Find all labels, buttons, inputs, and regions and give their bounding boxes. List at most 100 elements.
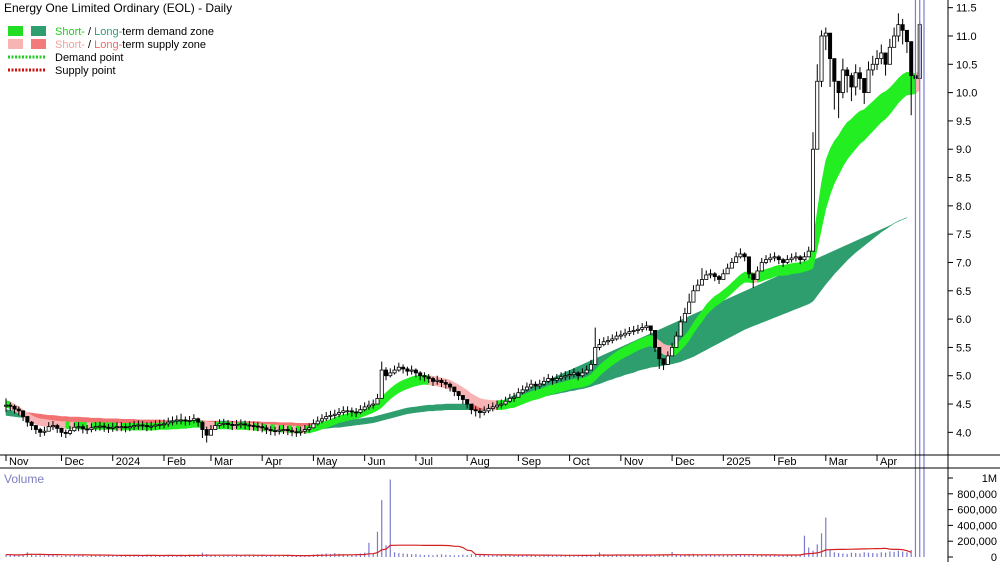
price-bar [516,388,521,398]
price-bar [384,367,389,381]
price-bar [712,272,717,282]
price-bar [717,274,722,284]
price-bar [460,394,465,405]
time-tick-label: Sep [521,456,541,468]
price-bar [704,270,709,280]
price-bar [25,416,30,427]
price-bar [828,32,833,87]
price-bar [234,419,239,429]
price-bar [909,41,914,116]
price-bar [226,419,231,429]
time-tick-label: Jul [419,456,433,468]
price-bar [806,246,811,258]
price-tick-label: 7.5 [956,229,971,241]
volume-tick-label: 400,000 [957,520,997,532]
price-bar [149,421,154,431]
price-bar [4,398,9,412]
price-bar [59,427,64,437]
price-bar [76,422,81,432]
price-bar [533,381,538,391]
price-bar [618,330,623,340]
price-bar [768,253,773,263]
price-bar [751,273,756,288]
price-bar [554,374,559,384]
price-bar [38,427,43,437]
time-tick-label: Mar [829,456,848,468]
price-bar [448,382,453,392]
price-bar [106,423,111,433]
legend-swatch-short [8,39,23,49]
price-bar [499,399,504,409]
time-tick-label: Apr [880,456,897,468]
price-bar [208,424,213,436]
price-bar [379,361,384,399]
price-tick-label: 11.5 [956,3,977,15]
price-bar [853,64,858,96]
legend-label: Short- / Long-term demand zone [55,26,214,38]
price-bar [255,422,260,432]
price-bar [97,421,102,431]
price-bar [196,417,201,427]
price-bar [486,404,491,414]
price-bar [802,252,807,262]
legend-swatch-long [31,26,46,36]
legend-swatch-short [8,26,23,36]
price-bar [670,342,675,357]
legend-item-supply: Short- / Long-term supply zone [8,39,206,51]
price-tick-label: 7.0 [956,257,971,269]
zones-layer [5,69,920,434]
price-bar [653,330,658,352]
price-bar [610,334,615,344]
price-bar [332,409,337,419]
price-bar [866,61,871,93]
price-bar [789,253,794,263]
price-bar [200,421,205,439]
price-bar [495,400,500,410]
price-bar [635,324,640,334]
price-bar [559,372,564,382]
price-bar [337,408,342,418]
price-tick-label: 9.0 [956,144,971,156]
price-bar [46,422,51,432]
price-bar [678,316,683,337]
price-tick-label: 11.0 [956,31,977,43]
price-bar [144,422,149,432]
price-bar [247,421,252,431]
price-bar [430,376,435,386]
price-bar [354,408,359,418]
price-bar [426,374,431,384]
price-bar [695,279,700,292]
price-bar [490,402,495,412]
price-bar [217,419,222,429]
price-bar [507,393,512,403]
price-bar [781,257,786,268]
price-bar [576,371,581,381]
price-tick-label: 4.0 [956,427,971,439]
volume-tick-label: 1M [982,473,997,485]
price-bar [396,362,401,372]
price-bar [482,406,487,416]
price-bar [614,331,619,341]
price-bar [409,365,414,375]
price-bar [328,410,333,420]
price-bar [63,429,68,439]
price-bar [665,351,670,365]
volume-label: Volume [4,472,44,486]
price-bar [272,426,277,436]
volume-layer [5,0,925,557]
price-bar [823,27,828,51]
price-tick-label: 8.0 [956,201,971,213]
volume-tick-label: 200,000 [957,536,997,548]
price-bar [815,64,820,150]
price-bar [900,18,905,45]
price-bar [443,379,448,389]
price-bar [102,422,107,432]
price-bar [80,424,85,434]
price-bar [127,422,132,432]
price-bar [349,407,354,417]
time-tick-label: Feb [167,456,186,468]
price-bar [277,425,282,435]
price-tick-label: 6.5 [956,286,971,298]
